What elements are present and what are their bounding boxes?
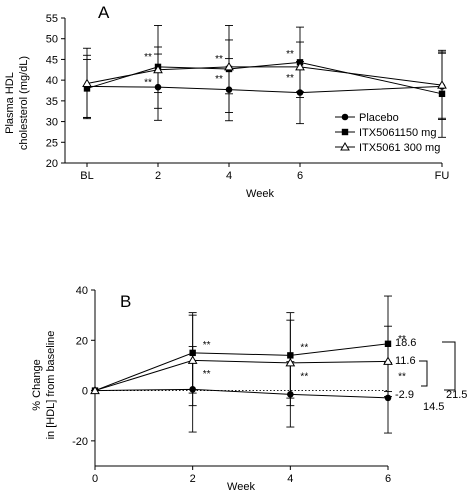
panel-b-xtick-label-6: 6 [385, 473, 391, 485]
panel-b-significance-2: ** [300, 343, 308, 354]
panel-b-significance-1: ** [203, 369, 211, 380]
panel-b-ytick-label-20: 20 [76, 335, 88, 347]
panel-a-ytick-label-55: 55 [46, 13, 58, 25]
panel-a-xtick-label-bl: BL [80, 170, 93, 182]
end-label-300mg: 11.6 [395, 355, 416, 367]
panel-b-itx5061-300-mg-point-1 [187, 355, 198, 364]
panel-b-xtick-label-4: 4 [287, 473, 293, 485]
panel-a-itx5061-300-mg-point-3 [295, 61, 305, 71]
panel-b-xtick-label-2: 2 [190, 473, 196, 485]
panel-a-ytick-label-20: 20 [46, 158, 58, 170]
panel-b-significance-3: ** [300, 371, 308, 382]
bracket-150mg-vs-placebo [442, 341, 456, 391]
panel-b-ylabel-line2: in [HDL] from baseline [45, 331, 57, 440]
panel-a-legend: Placebo ITX5061150 mg ITX5061 300 mg [335, 112, 440, 154]
panel-a-xtick-label-6: 6 [297, 170, 303, 182]
panel-a-itx5061-300-mg-point-2 [224, 61, 234, 71]
panel-a-ylabel-line2: cholesterol (mg/dL) [18, 56, 30, 150]
panel-b-ytick-label-40: 40 [76, 285, 88, 297]
panel-b-xtick-label-0: 0 [92, 473, 98, 485]
legend-placebo-label: Placebo [359, 112, 399, 124]
panel-a-ytick-label-25: 25 [46, 137, 58, 149]
panel-b-itx5061-300-mg-point-2 [285, 357, 296, 367]
bracket-300mg-vs-placebo [419, 360, 428, 387]
panel-b-ytick-label-20: -20 [72, 436, 88, 448]
legend-150mg-label: ITX5061150 mg [359, 127, 436, 139]
panel-a-itx5061-300-mg-point-0 [82, 78, 92, 87]
panel-a-itx5061-300-mg-point-4 [437, 80, 447, 89]
panel-a-xtick-label-2: 2 [155, 170, 161, 182]
panel-a-ytick-label-50: 50 [46, 34, 58, 46]
panel-b-plot: -20 0 20 40 0 2 4 6 ** ** ** ** ** ** [72, 285, 406, 485]
legend-placebo-marker [341, 113, 349, 121]
end-label-placebo: -2.9 [395, 389, 414, 401]
panel-a-letter: A [98, 3, 110, 22]
legend-150mg-marker [341, 128, 349, 136]
panel-b-itx5061-300-mg-point-0 [90, 385, 100, 395]
end-label-150mg: 18.6 [395, 337, 416, 349]
panel-a-xlabel: Week [246, 188, 274, 200]
panel-b-letter: B [120, 292, 131, 311]
panel-a-significance-5: ** [286, 73, 294, 84]
panel-a-significance-1: ** [144, 77, 152, 88]
panel-b-itx5061-300-mg-line [94, 359, 389, 392]
panel-a-xtick-label-4: 4 [226, 170, 232, 182]
panel-b-ylabel-line1: % Change [31, 359, 43, 410]
panel-a-ylabel-line1: Plasma HDL [4, 72, 16, 134]
panel-a-xtick-label-fu: FU [435, 170, 450, 182]
panel-a-significance-4: ** [286, 49, 294, 60]
panel-b-placebo-line [94, 388, 389, 399]
panel-a-ytick-label-45: 45 [46, 54, 58, 66]
legend-300mg-marker [340, 141, 350, 151]
panel-a-placebo-line [86, 85, 443, 94]
panel-b-significance-5: ** [398, 371, 406, 382]
panel-b-itx5061150-mg-line [94, 343, 389, 392]
panel-a-significance-3: ** [215, 74, 223, 85]
panel-a-plot: 20 25 30 35 40 45 50 55 BL 2 4 6 FU ** ** ** ** ** ** [46, 13, 450, 182]
panel-a-ytick-label-40: 40 [46, 75, 58, 87]
bracket-label-21-5: 21.5 [446, 389, 467, 401]
bracket-label-14-5: 14.5 [423, 401, 444, 413]
panel-a-significance-2: ** [215, 54, 223, 65]
legend-300mg-label: ITX5061 300 mg [359, 142, 440, 154]
panel-b-ytick-label-0: 0 [82, 386, 88, 398]
panel-a-significance-0: ** [144, 52, 152, 63]
panel-a-ytick-label-35: 35 [46, 96, 58, 108]
panel-a-itx5061-300-mg-point-1 [153, 64, 163, 74]
panel-b-xlabel: Week [227, 481, 255, 493]
panel-b-significance-0: ** [203, 340, 211, 351]
panel-b-significance-4: ** [398, 334, 406, 345]
panel-a-ytick-label-30: 30 [46, 117, 58, 129]
panel-b-itx5061-300-mg-point-3 [383, 356, 393, 365]
